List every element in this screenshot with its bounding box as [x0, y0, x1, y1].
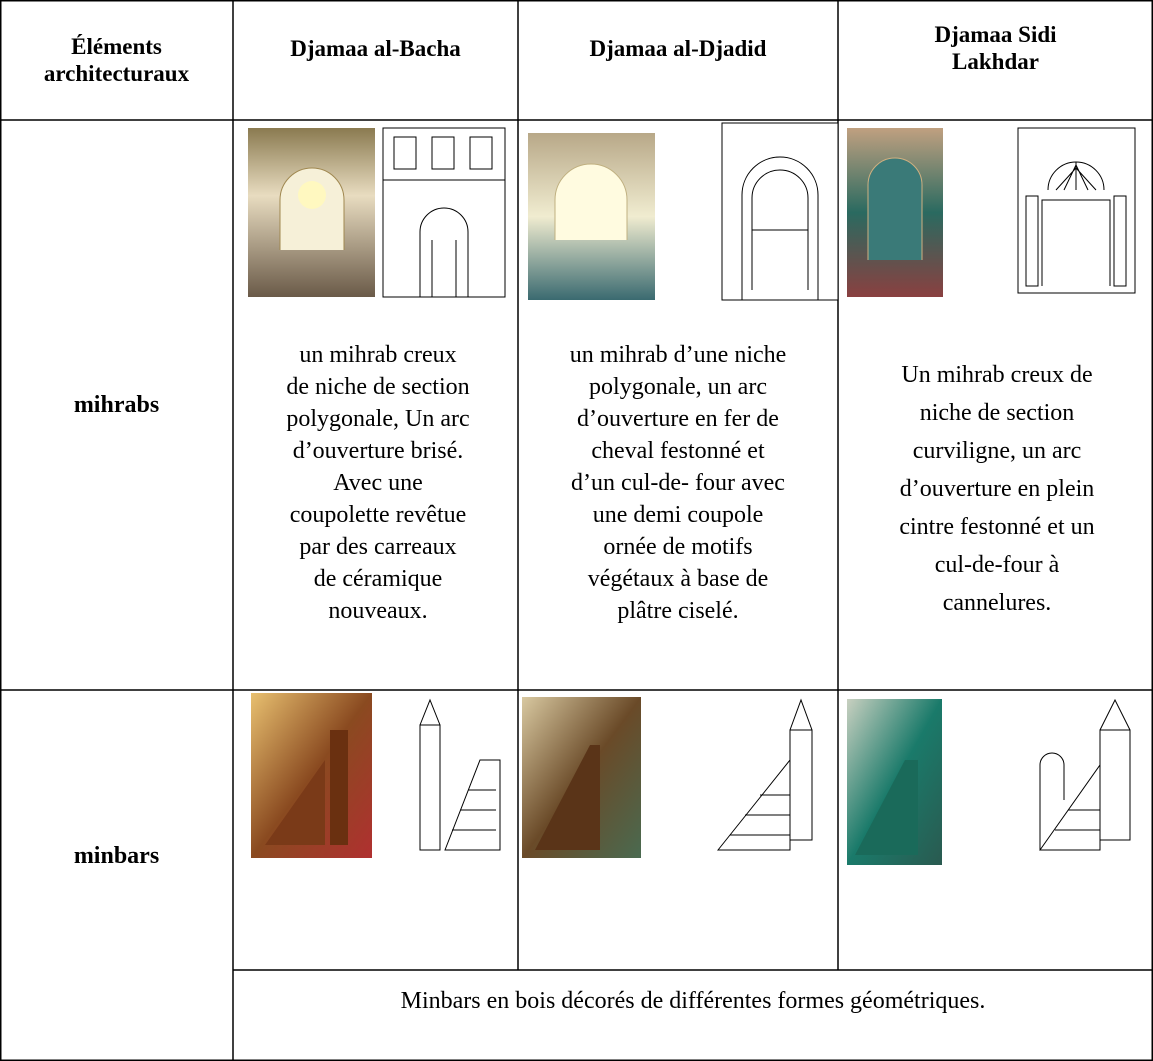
text-line: architecturaux — [43, 61, 190, 86]
text-line: Djamaa Sidi — [934, 22, 1057, 47]
text-line: polygonale, un arc — [589, 374, 767, 400]
mihrab-photo — [248, 128, 375, 297]
text-line: d’ouverture brisé. — [292, 438, 464, 464]
text-line: d’ouverture en plein — [899, 476, 1095, 502]
text-line: cintre festonné et un — [899, 514, 1095, 540]
text-line: un mihrab d’une niche — [569, 342, 787, 368]
text-line: nouveaux. — [328, 598, 428, 624]
header-cell: Djamaa al-Djadid — [518, 0, 838, 96]
row-label: mihrabs — [73, 391, 160, 418]
text-line: d’ouverture en fer de — [577, 406, 779, 432]
text-line: Éléments — [71, 34, 162, 59]
minbar-drawing — [1039, 698, 1131, 851]
mihrab-photo — [528, 133, 655, 300]
description: un mihrab d’une niche polygonale, un arc d… — [518, 339, 838, 627]
text-line: plâtre ciselé. — [617, 598, 739, 624]
minbar-drawing — [716, 698, 813, 851]
text-line: un mihrab creux — [299, 342, 457, 368]
text-line: ornée de motifs — [603, 534, 753, 560]
text-line: d’un cul-de- four avec — [571, 470, 785, 496]
text-line: niche de section — [919, 400, 1075, 426]
mihrab-photo — [847, 128, 943, 297]
minbar-drawing — [419, 698, 501, 851]
mihrab-drawing — [1017, 127, 1136, 294]
text-line: cul-de-four à — [934, 552, 1060, 578]
header-cell: Éléments architecturaux — [0, 0, 233, 120]
text-line: une demi coupole — [592, 502, 764, 528]
mihrab-drawing — [382, 127, 506, 298]
text-line: cheval festonné et — [591, 438, 765, 464]
mihrab-drawing — [721, 122, 839, 301]
text-line: polygonale, Un arc — [286, 406, 470, 432]
text-line: Lakhdar — [952, 49, 1039, 74]
text-line: Djamaa al-Bacha — [290, 35, 461, 61]
text-line: Un mihrab creux de — [901, 362, 1093, 388]
text-line: de céramique — [313, 566, 443, 592]
description: Un mihrab creux de niche de section curvil… — [838, 356, 1153, 622]
header-cell: Djamaa al-Bacha — [233, 0, 518, 96]
text-line: Djamaa al-Djadid — [589, 35, 767, 61]
header-cell: Djamaa Sidi Lakhdar — [838, 0, 1153, 96]
text-line: végétaux à base de — [587, 566, 769, 592]
text-line: Avec une — [333, 470, 423, 496]
note: Minbars en bois décorés de différentes f… — [400, 988, 986, 1014]
minbar-photo — [522, 697, 641, 858]
row-label: minbars — [73, 843, 160, 869]
text-line: par des carreaux — [299, 534, 457, 560]
text-line: cannelures. — [942, 590, 1052, 616]
description: un mihrab creux de niche de section polygo… — [233, 339, 523, 627]
text-line: de niche de section — [286, 374, 470, 400]
minbar-photo — [251, 693, 372, 858]
text-line: curviligne, un arc — [912, 438, 1082, 464]
minbar-photo — [847, 699, 942, 865]
text-line: coupolette revêtue — [289, 502, 467, 528]
